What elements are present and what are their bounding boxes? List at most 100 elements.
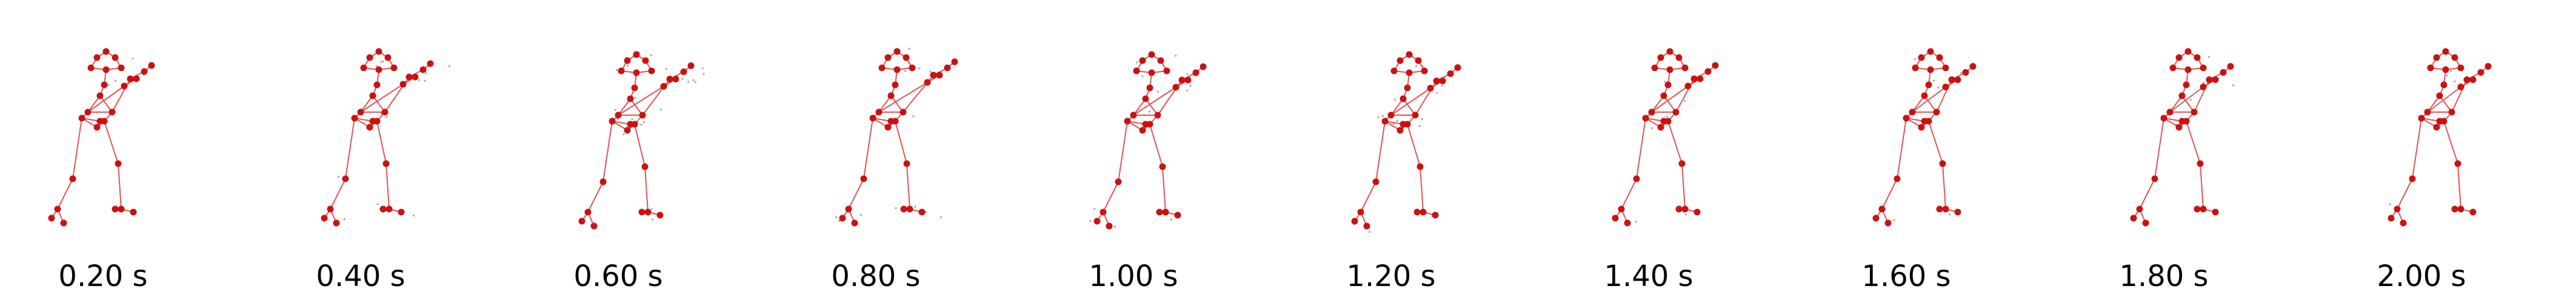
skeleton-joint [366, 54, 373, 61]
skeleton-bone [1403, 98, 1416, 116]
skeleton-bone [1149, 124, 1163, 167]
skeleton-joint [101, 81, 108, 88]
frame-10: 2.00 s [2318, 0, 2576, 303]
skeleton-joint [2400, 219, 2407, 227]
motion-trail-dot [2190, 99, 2192, 101]
skeleton-joint [2183, 81, 2190, 88]
skeleton-joint [1400, 95, 1407, 102]
skeleton-joint [1404, 84, 1411, 92]
motion-trail-dot [1666, 115, 1668, 118]
skeleton-bone [2186, 121, 2201, 164]
motion-trail-dot [914, 205, 916, 208]
skeleton-joint [624, 57, 631, 64]
motion-trail-dot [626, 64, 629, 67]
frame-4: 0.80 s [773, 0, 1030, 303]
skeleton-joint [687, 62, 695, 69]
motion-trail-dot [1186, 89, 1188, 92]
skeleton-joint [1612, 215, 1619, 222]
skeleton-joint [1156, 208, 1163, 216]
skeleton-bone [2427, 86, 2461, 113]
skeleton-joint [1925, 118, 1932, 125]
skeleton-joint [2387, 215, 2395, 222]
skeleton-joint [1648, 108, 1655, 116]
skeleton-joint [1406, 51, 1413, 58]
skeleton-joint [845, 205, 852, 213]
skeleton-joint [2200, 84, 2207, 90]
skeleton-bone [1928, 121, 1943, 164]
skeleton-joint [1675, 54, 1683, 61]
skeleton-joint [84, 108, 92, 116]
skeleton-joint [1099, 208, 1107, 216]
skeleton-joint [1146, 121, 1153, 128]
skeleton-joint [412, 73, 419, 81]
skeleton-bone [2169, 86, 2204, 113]
skeleton-joint [1148, 69, 1155, 76]
motion-trail-dot [343, 218, 345, 221]
skeleton-joint [360, 64, 367, 72]
skeleton-bone [2457, 163, 2461, 210]
skeleton-joint [2200, 64, 2207, 72]
skeleton-joint [1666, 66, 1673, 73]
skeleton-joint [133, 75, 140, 82]
motion-trail-dot [412, 215, 415, 217]
skeleton-joint [1115, 178, 1122, 185]
motion-trail-dot [337, 176, 339, 178]
motion-trail-dot [2202, 82, 2204, 84]
skeleton-joint [1433, 78, 1440, 84]
skeleton-joint [903, 160, 910, 167]
skeleton-joint [1184, 76, 1192, 84]
skeleton-joint [1884, 219, 1892, 227]
skeleton-joint [1154, 112, 1161, 119]
skeleton-bone [2412, 118, 2422, 179]
skeleton-joint [1942, 205, 1949, 213]
skeleton-joint [1666, 48, 1673, 55]
skeleton-joint [2175, 54, 2183, 61]
motion-trail-dot [702, 73, 705, 75]
skeleton-joint [884, 54, 892, 61]
skeleton-bone [2200, 163, 2204, 210]
skeleton-joint [1415, 57, 1422, 64]
skeleton-bone [2181, 95, 2195, 113]
skeleton-joint [1878, 205, 1886, 213]
skeleton-joint [2440, 118, 2448, 125]
skeleton-joint [1651, 64, 1658, 72]
skeleton-bone [1103, 181, 1119, 213]
skeleton-bone [2427, 95, 2440, 113]
skeleton-icon [2130, 48, 2235, 227]
skeleton-joint [1927, 66, 1934, 73]
frame-2: 0.40 s [258, 0, 515, 303]
skeleton-joint [1427, 85, 1434, 92]
skeleton-joint [108, 108, 116, 116]
motion-trail-dot [925, 211, 927, 213]
frame-time-label: 0.20 s [58, 259, 148, 293]
skeleton-icon [321, 48, 451, 227]
skeleton-joint [2220, 69, 2227, 76]
frame-7: 1.40 s [1546, 0, 1803, 303]
motion-trail-dot [939, 216, 943, 218]
skeleton-joint [1690, 75, 1698, 82]
skeleton-joint [379, 205, 387, 213]
motion-trail-dot [614, 108, 616, 112]
skeleton-icon [2387, 48, 2492, 227]
skeleton-joint [112, 205, 119, 213]
skeleton-bone [1118, 121, 1128, 182]
skeleton-joint [624, 127, 631, 134]
motion-trail-dot [642, 121, 645, 124]
motion-trail-dot [1089, 220, 1092, 222]
skeleton-joint [1363, 222, 1370, 230]
skeleton-bone [1375, 121, 1386, 182]
skeleton-bone [1663, 95, 1677, 113]
skeleton-joint [1675, 205, 1683, 213]
skeleton-bone [118, 163, 122, 210]
skeleton-joint [2200, 205, 2207, 213]
skeleton-joint [2206, 76, 2213, 83]
motion-trail-dot [448, 65, 451, 67]
skeleton-joint [1420, 208, 1427, 216]
skeleton-joint [93, 54, 101, 61]
skeleton-bone [1407, 124, 1421, 167]
skeleton-joint [1664, 81, 1672, 88]
motion-trail-dot [2232, 84, 2235, 87]
skeleton-joint [2418, 115, 2425, 122]
skeleton-joint [381, 108, 389, 116]
skeleton-joint [1642, 115, 1649, 122]
